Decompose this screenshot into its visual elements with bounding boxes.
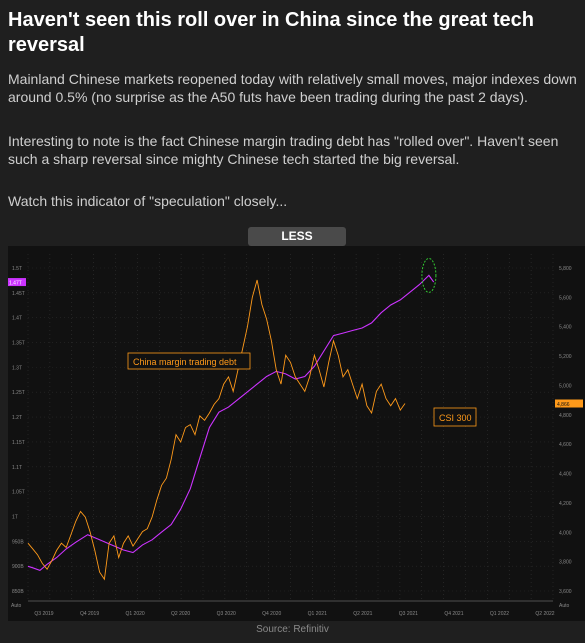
y-left-tick-label: 850B: [12, 589, 24, 595]
y-left-tick-label: 900B: [12, 564, 24, 570]
y-left-tick-label: 950B: [12, 539, 24, 545]
y-left-tick-label: 1.45T: [12, 291, 25, 297]
y-right-tick-label: 3,600: [559, 589, 572, 595]
last-value-tag-left: [8, 278, 26, 287]
paragraph-2: Interesting to note is the fact Chinese …: [8, 133, 559, 167]
y-right-tick-label: 4,200: [559, 501, 572, 507]
post-title: Haven't seen this roll over in China sin…: [8, 9, 535, 56]
y-left-tick-label: 1.1T: [12, 465, 22, 471]
x-tick-label: Q3 2021: [399, 611, 418, 617]
x-tick-label: Q2 2020: [171, 611, 190, 617]
last-value-left: 1.47T: [9, 281, 22, 287]
margin-debt-vs-csi300-chart: 1.5T 1.45T 1.4T 1.35T 1.3T 1.25T 1.2T 1.15T 1.1T…: [8, 246, 585, 621]
x-tick-label: Q2 2022: [535, 611, 554, 617]
y-left-tick-label: 1.3T: [12, 365, 22, 371]
annotation-box-margin-debt: [127, 352, 251, 370]
x-tick-label: Q4 2020: [262, 611, 281, 617]
y-right-axis-label: Auto: [559, 603, 570, 609]
chart-image: 1.5T 1.45T 1.4T 1.35T 1.3T 1.25T 1.2T 1.15T 1.1T…: [8, 246, 585, 621]
y-right-tick-label: 4,800: [559, 413, 572, 419]
x-tick-label: Q2 2021: [353, 611, 372, 617]
x-tick-label: Q1 2021: [308, 611, 327, 617]
x-tick-label: Q1 2020: [125, 611, 144, 617]
y-left-tick-label: 1.2T: [12, 415, 22, 421]
highlight-circle: [421, 257, 437, 293]
y-left-tick-label: 1.4T: [12, 316, 22, 322]
y-right-tick-label: 5,200: [559, 354, 572, 360]
source-caption: Source: Refinitiv: [256, 624, 329, 635]
x-tick-label: Q3 2020: [217, 611, 236, 617]
y-right-tick-label: 4,000: [559, 530, 572, 536]
annotation-label-csi300: CSI 300: [439, 413, 472, 423]
y-left-tick-label: 1.05T: [12, 490, 25, 496]
y-left-axis-label: Auto: [11, 603, 22, 609]
y-right-tick-label: 5,400: [559, 325, 572, 331]
y-right-tick-label: 5,600: [559, 295, 572, 301]
y-right-tick-label: 5,800: [559, 266, 572, 272]
y-right-tick-label: 4,600: [559, 442, 572, 448]
paragraph-1: Mainland Chinese markets reopened today …: [8, 71, 577, 105]
series-line-margin-debt: [27, 274, 435, 572]
annotation-box-csi300: [433, 407, 477, 427]
last-value-tag-right: [555, 399, 583, 408]
y-left-tick-label: 1.15T: [12, 440, 25, 446]
paragraph-3: Watch this indicator of "speculation" cl…: [8, 193, 288, 209]
last-value-right: 4,866: [557, 402, 570, 408]
y-left-tick-label: 1.25T: [12, 390, 25, 396]
x-tick-label: Q3 2019: [34, 611, 53, 617]
y-left-tick-label: 1T: [12, 514, 18, 520]
y-right-tick-label: 3,800: [559, 560, 572, 566]
annotation-label-margin-debt: China margin trading debt: [133, 357, 237, 367]
x-tick-label: Q4 2021: [444, 611, 463, 617]
y-right-tick-label: 4,400: [559, 472, 572, 478]
y-left-tick-label: 1.5T: [12, 266, 22, 272]
series-line-csi300: [27, 279, 406, 581]
x-tick-label: Q4 2019: [80, 611, 99, 617]
y-right-tick-label: 5,000: [559, 383, 572, 389]
less-toggle-button[interactable]: LESS: [248, 227, 346, 246]
x-tick-label: Q1 2022: [490, 611, 509, 617]
y-left-tick-label: 1.35T: [12, 341, 25, 347]
